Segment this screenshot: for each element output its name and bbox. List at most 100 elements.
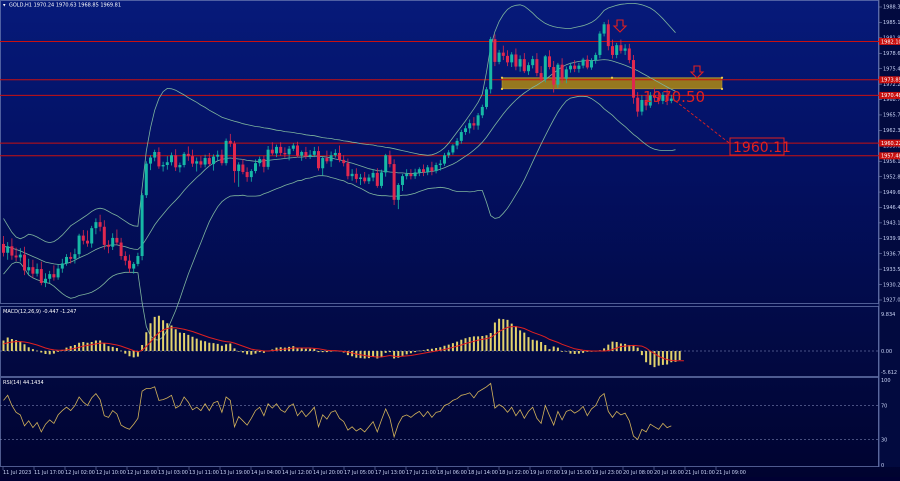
- candle-body: [459, 132, 463, 141]
- candle-body: [23, 254, 26, 271]
- macd-histogram-bar: [422, 350, 425, 351]
- macd-histogram-bar: [330, 351, 333, 352]
- candle-body: [556, 64, 560, 85]
- macd-histogram-bar: [65, 347, 68, 351]
- candle-body: [291, 145, 295, 149]
- macd-histogram-bar: [523, 332, 526, 351]
- candle-body: [606, 24, 610, 47]
- macd-histogram-bar: [489, 333, 492, 351]
- macd-histogram-bar: [157, 315, 160, 351]
- candle-body: [434, 165, 438, 172]
- rsi-tick-label: 100: [881, 378, 891, 384]
- rsi-layer: [0, 382, 879, 441]
- candle-body: [90, 228, 94, 244]
- horizontal-levels-layer[interactable]: 1982.10 1973.85 1970.48 1960.22 1957.48: [0, 37, 900, 160]
- candle-body: [98, 222, 102, 227]
- candle-body: [153, 152, 157, 158]
- candle-body: [413, 172, 417, 177]
- candle-body: [94, 222, 98, 229]
- macd-histogram-bar: [141, 345, 144, 351]
- candle-body: [132, 263, 136, 269]
- time-tick-label: 14 Jul 20:00: [313, 470, 343, 476]
- macd-histogram-bar: [628, 345, 631, 351]
- candle-body: [228, 140, 232, 144]
- resistance-zone-layer[interactable]: [500, 76, 724, 90]
- macd-header: MACD(12,26,9) -0.447 -1.247: [3, 309, 76, 315]
- candle-body: [346, 163, 350, 177]
- candle-body: [233, 143, 236, 172]
- price-axis-area[interactable]: [879, 0, 900, 467]
- macd-histogram-bar: [233, 348, 236, 351]
- target-price-label[interactable]: 1960.11: [733, 140, 791, 156]
- macd-tick-label: 9.834: [881, 312, 895, 318]
- candle-body: [300, 152, 304, 156]
- candle-body: [207, 158, 211, 165]
- candle-body: [527, 65, 530, 72]
- macd-histogram-bar: [624, 343, 627, 351]
- level-price-tag-text: 1970.48: [881, 93, 900, 99]
- candle-body: [510, 54, 514, 63]
- candle-body: [283, 152, 287, 155]
- macd-histogram-bar: [367, 351, 370, 359]
- candle-body: [107, 244, 110, 247]
- time-tick-label: 19 Jul 23:00: [592, 470, 622, 476]
- candle-body: [661, 94, 665, 101]
- candle-body: [178, 165, 182, 168]
- target-label-box[interactable]: [729, 137, 785, 156]
- macd-histogram-bar: [653, 351, 656, 368]
- macd-histogram-bar: [372, 351, 375, 357]
- macd-histogram-bar: [86, 342, 89, 351]
- price-tick-label: 1965.70: [883, 113, 900, 119]
- annotations-layer[interactable]: [612, 19, 731, 144]
- candle-body: [363, 177, 367, 182]
- macd-histogram-bar: [27, 347, 30, 351]
- candle-body: [254, 163, 257, 172]
- candle-body: [308, 154, 312, 157]
- macd-histogram-bar: [220, 345, 223, 351]
- macd-histogram-bar: [296, 347, 299, 351]
- macd-histogram-bar: [115, 348, 118, 351]
- zone-anchor-dot: [500, 76, 504, 79]
- candle-body: [501, 52, 505, 56]
- candle-body: [422, 169, 425, 172]
- candle-body: [350, 173, 354, 177]
- macd-axis-ticks: 9.834 0.00 -5.612: [881, 312, 897, 376]
- macd-histogram-bar: [191, 336, 194, 351]
- macd-histogram-bar: [204, 341, 207, 351]
- candle-body: [2, 243, 5, 253]
- macd-histogram-bar: [540, 342, 543, 351]
- macd-histogram-bar: [237, 351, 240, 352]
- macd-histogram-bar: [552, 346, 555, 351]
- macd-histogram-bar: [321, 351, 324, 353]
- macd-histogram-bar: [632, 345, 635, 351]
- candle-body: [119, 242, 123, 257]
- macd-histogram-bar: [674, 351, 677, 362]
- time-tick-label: 12 Jul 02:00: [65, 470, 95, 476]
- main-panel-frame: [0, 0, 879, 304]
- macd-histogram-layer: [0, 315, 879, 368]
- level-price-label[interactable]: 1970.50: [643, 88, 705, 106]
- candle-body: [262, 158, 266, 167]
- candle-body: [39, 269, 43, 283]
- candle-body: [480, 106, 484, 116]
- macd-histogram-bar: [153, 316, 156, 351]
- macd-histogram-bar: [464, 338, 467, 351]
- candle-body: [371, 172, 375, 178]
- candle-body: [443, 155, 446, 164]
- time-tick-label: 14 Jul 04:00: [251, 470, 281, 476]
- macd-histogram-bar: [132, 351, 135, 358]
- macd-histogram-bar: [48, 351, 51, 355]
- macd-histogram-bar: [376, 351, 379, 359]
- macd-histogram-bar: [640, 351, 643, 356]
- price-axis-ticks: 1988.351985.151981.901978.601975.451972.…: [879, 5, 900, 304]
- candle-body: [375, 172, 379, 186]
- macd-histogram-bar: [254, 351, 257, 354]
- macd-histogram-bar: [531, 339, 534, 351]
- candle-body: [543, 56, 547, 80]
- candle-body: [472, 123, 476, 126]
- candle-body: [417, 169, 421, 173]
- zone-anchor-dot: [610, 76, 614, 79]
- candle-body: [31, 267, 35, 274]
- candle-body: [392, 164, 396, 200]
